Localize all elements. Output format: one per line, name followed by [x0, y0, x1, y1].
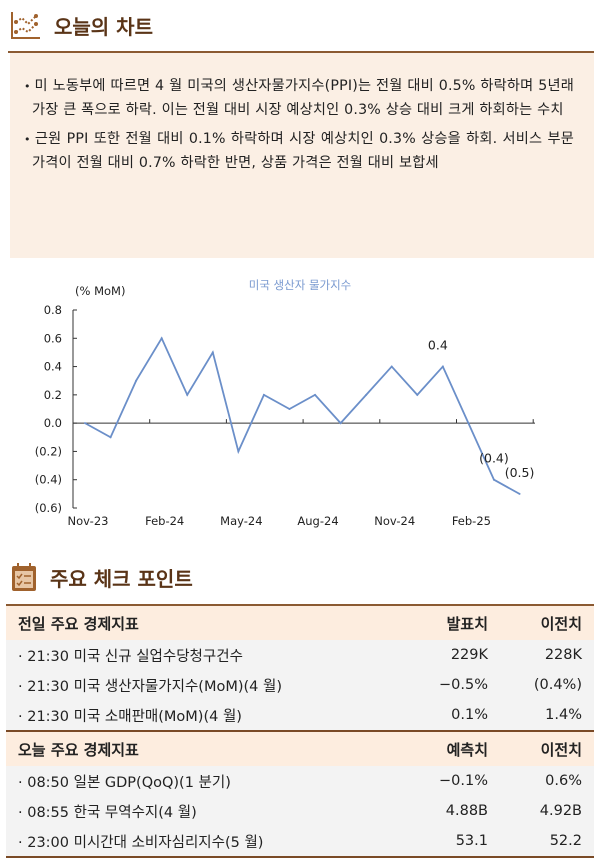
- row-value: 229K: [386, 640, 500, 670]
- data-point: [160, 337, 163, 340]
- row-previous: 4.92B: [500, 796, 594, 826]
- section-title: 오늘의 차트: [54, 14, 153, 39]
- section-header-checkpoints: 주요 체크 포인트: [10, 562, 193, 592]
- data-point: [339, 422, 342, 425]
- table-row: · 21:30 미국 소매판매(MoM)(4 월) 0.1% 1.4%: [6, 700, 594, 731]
- table-header-yesterday: 전일 주요 경제지표 발표치 이전치: [6, 605, 594, 640]
- economic-indicators-table: 전일 주요 경제지표 발표치 이전치 · 21:30 미국 신규 실업수당청구건…: [6, 604, 594, 858]
- row-previous: 228K: [500, 640, 594, 670]
- data-point: [390, 365, 393, 368]
- x-tick-label: Feb-24: [145, 514, 184, 528]
- col-actual: 발표치: [386, 605, 500, 640]
- row-value: 0.1%: [386, 700, 500, 731]
- y-tick-label: 0.6: [44, 331, 62, 345]
- data-point: [84, 422, 86, 425]
- row-value: 53.1: [386, 826, 500, 857]
- calendar-checklist-icon: [12, 563, 36, 591]
- col-previous: 이전치: [500, 730, 594, 766]
- y-axis-label: (% MoM): [75, 284, 125, 298]
- heading: 오늘 주요 경제지표: [6, 730, 386, 766]
- data-point: [186, 393, 189, 396]
- divider: [8, 51, 594, 53]
- row-value: −0.5%: [386, 670, 500, 700]
- data-point: [492, 478, 495, 481]
- summary-bullet: 근원 PPI 또한 전월 대비 0.1% 하락하며 시장 예상치인 0.3% 상…: [24, 128, 574, 175]
- line-chart-icon: [11, 12, 40, 39]
- row-label: · 08:55 한국 무역수지(4 월): [6, 796, 386, 826]
- data-point: [441, 365, 444, 368]
- data-point: [467, 422, 470, 425]
- data-point: [416, 393, 419, 396]
- x-tick-label: Nov-23: [68, 514, 109, 528]
- x-tick-label: Aug-24: [297, 514, 338, 528]
- table-row: · 08:55 한국 무역수지(4 월) 4.88B 4.92B: [6, 796, 594, 826]
- ppi-line-chart: 미국 생산자 물가지수 (% MoM) 0.8 0.6 0.4 0.2 0.0 (0.2) (0…: [35, 278, 535, 528]
- data-point: [237, 450, 240, 453]
- data-point: [109, 436, 112, 439]
- x-tick-label: May-24: [220, 514, 262, 528]
- col-previous: 이전치: [500, 605, 594, 640]
- x-tick-label: Nov-24: [374, 514, 415, 528]
- data-point: [518, 492, 521, 495]
- table-row: · 23:00 미시간대 소비자심리지수(5 월) 53.1 52.2: [6, 826, 594, 857]
- row-previous: (0.4%): [500, 670, 594, 700]
- x-tick-label: Feb-25: [452, 514, 491, 528]
- ppi-series-line: [84, 336, 520, 495]
- y-tick-label: 0.0: [44, 416, 62, 430]
- y-tick-label: 0.2: [44, 388, 62, 402]
- heading: 전일 주요 경제지표: [6, 605, 386, 640]
- row-previous: 52.2: [500, 826, 594, 857]
- chart-title: 미국 생산자 물가지수: [249, 278, 352, 292]
- table-header-today: 오늘 주요 경제지표 예측치 이전치: [6, 730, 594, 766]
- data-label: 0.4: [428, 338, 448, 353]
- data-point: [262, 393, 265, 396]
- data-point: [211, 351, 214, 354]
- row-value: −0.1%: [386, 766, 500, 796]
- row-label: · 21:30 미국 생산자물가지수(MoM)(4 월): [6, 670, 386, 700]
- section-title: 주요 체크 포인트: [50, 566, 193, 591]
- data-point: [288, 408, 291, 410]
- summary-bullet: 미 노동부에 따르면 4 월 미국의 생산자물가지수(PPI)는 전월 대비 0…: [24, 75, 574, 122]
- table-row: · 21:30 미국 신규 실업수당청구건수 229K 228K: [6, 640, 594, 670]
- section-header-todays-chart: 오늘의 차트: [10, 10, 153, 40]
- table-row: · 08:50 일본 GDP(QoQ)(1 분기) −0.1% 0.6%: [6, 766, 594, 796]
- row-label: · 08:50 일본 GDP(QoQ)(1 분기): [6, 766, 386, 796]
- row-label: · 21:30 미국 신규 실업수당청구건수: [6, 640, 386, 670]
- y-tick-label: (0.2): [35, 444, 62, 458]
- col-forecast: 예측치: [386, 730, 500, 766]
- data-label: (0.4): [479, 451, 509, 466]
- data-label: (0.5): [505, 465, 535, 480]
- y-tick-label: (0.4): [35, 473, 62, 487]
- data-point: [314, 393, 317, 396]
- y-tick-label: (0.6): [35, 501, 62, 515]
- row-previous: 0.6%: [500, 766, 594, 796]
- row-label: · 23:00 미시간대 소비자심리지수(5 월): [6, 826, 386, 857]
- table-row: · 21:30 미국 생산자물가지수(MoM)(4 월) −0.5% (0.4%): [6, 670, 594, 700]
- summary-box: 미 노동부에 따르면 4 월 미국의 생산자물가지수(PPI)는 전월 대비 0…: [10, 53, 594, 258]
- y-tick-label: 0.8: [44, 303, 62, 317]
- row-value: 4.88B: [386, 796, 500, 826]
- data-point: [365, 393, 368, 396]
- row-previous: 1.4%: [500, 700, 594, 731]
- y-tick-label: 0.4: [44, 360, 62, 374]
- data-point: [135, 379, 138, 382]
- row-label: · 21:30 미국 소매판매(MoM)(4 월): [6, 700, 386, 731]
